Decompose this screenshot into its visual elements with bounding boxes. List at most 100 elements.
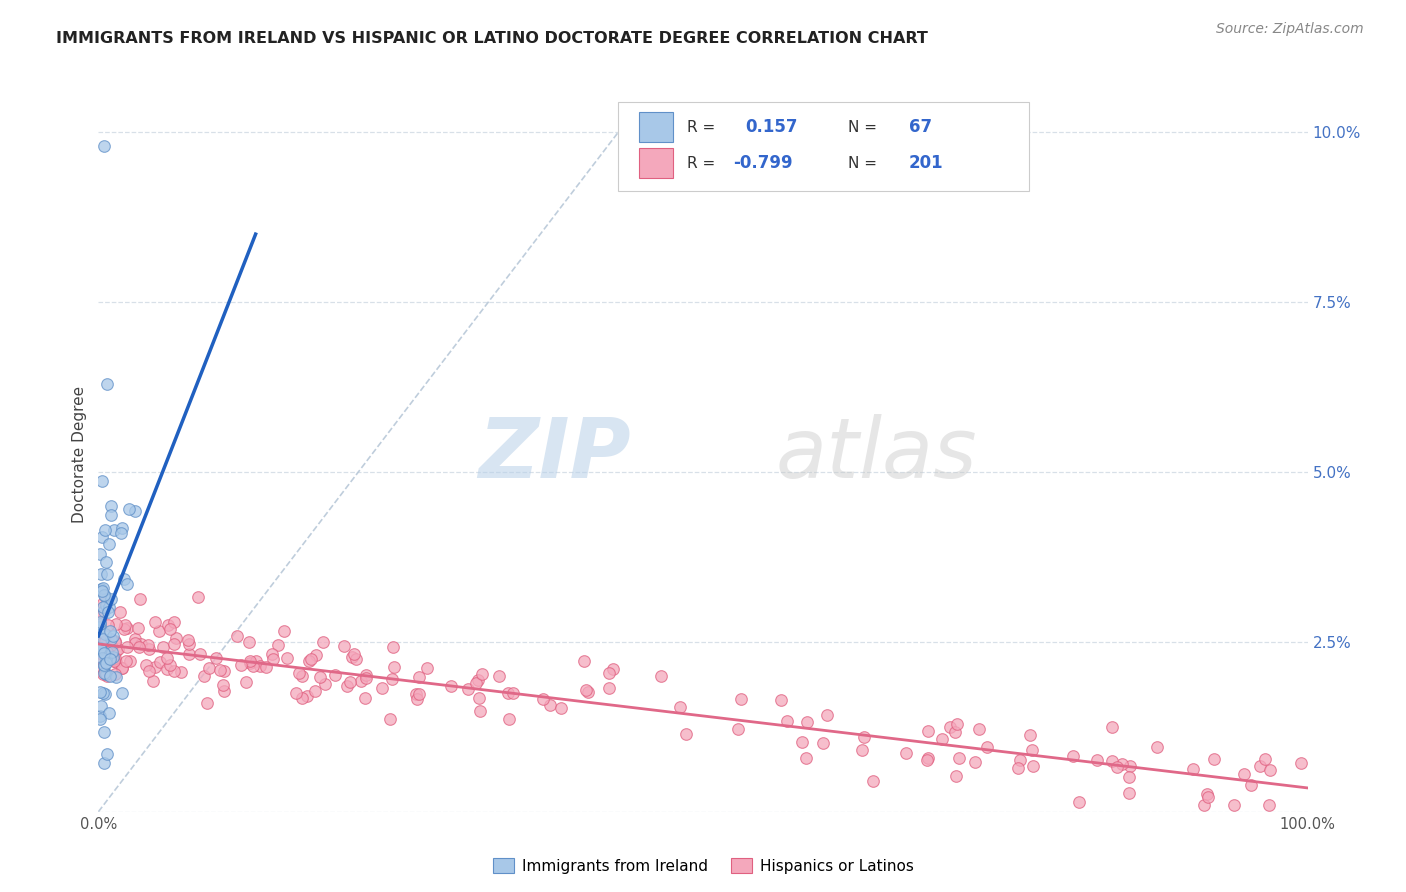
Point [108, 606, 131, 620]
Point [276, 651, 298, 665]
Point [572, 654, 595, 668]
Point [104, 653, 127, 667]
Text: Source: ZipAtlas.com: Source: ZipAtlas.com [1216, 22, 1364, 37]
Point [170, 665, 193, 679]
Point [148, 624, 170, 638]
Point [188, 647, 211, 661]
Point [143, 660, 166, 674]
Point [350, 674, 373, 689]
Point [212, 678, 235, 692]
Point [440, 679, 463, 693]
Point [104, 651, 127, 665]
Point [177, 632, 200, 647]
Point [163, 664, 186, 678]
Legend: Immigrants from Ireland, Hispanics or Latinos: Immigrants from Ireland, Hispanics or La… [486, 852, 920, 880]
Point [229, 658, 252, 673]
Point [1240, 778, 1263, 792]
Point [96, 645, 118, 659]
Point [1233, 766, 1256, 780]
Point [1118, 770, 1140, 784]
Point [93, 756, 115, 771]
Point [127, 621, 149, 635]
Point [1118, 786, 1140, 800]
Point [131, 637, 153, 651]
Point [416, 661, 439, 675]
Point [967, 722, 990, 736]
Point [105, 670, 128, 684]
Point [100, 638, 122, 652]
Point [114, 617, 136, 632]
Point [93, 658, 115, 673]
Point [165, 631, 187, 645]
Point [931, 731, 953, 746]
Point [262, 652, 284, 666]
Point [769, 693, 792, 707]
Point [406, 691, 429, 706]
Point [380, 712, 402, 726]
Point [1021, 742, 1043, 756]
Point [143, 615, 166, 629]
Point [298, 654, 321, 668]
Point [98, 652, 121, 666]
Text: 201: 201 [908, 154, 943, 172]
Point [1258, 797, 1281, 812]
Point [1119, 758, 1142, 772]
Point [538, 698, 561, 712]
Point [976, 739, 998, 754]
Point [111, 521, 134, 535]
Point [382, 660, 405, 674]
Point [93, 724, 115, 739]
Point [1195, 788, 1218, 802]
Point [149, 655, 172, 669]
Point [163, 637, 186, 651]
Point [101, 649, 124, 664]
Point [89, 640, 111, 655]
Point [89, 650, 111, 665]
Point [100, 499, 122, 513]
Point [124, 636, 146, 650]
Point [371, 681, 394, 695]
Point [291, 668, 314, 682]
Point [502, 686, 524, 700]
Point [299, 652, 322, 666]
Point [93, 665, 115, 680]
Point [1197, 789, 1219, 804]
Point [205, 651, 228, 665]
Point [862, 773, 884, 788]
Point [796, 714, 818, 729]
Point [90, 650, 112, 665]
Point [94, 555, 117, 569]
Point [1204, 751, 1226, 765]
Point [333, 639, 356, 653]
Point [91, 667, 114, 681]
Point [89, 620, 111, 634]
Point [208, 663, 231, 677]
Point [93, 523, 115, 537]
Point [91, 646, 114, 660]
Point [94, 656, 117, 670]
Point [124, 632, 146, 646]
Point [135, 658, 157, 673]
Point [94, 665, 117, 680]
Point [245, 654, 267, 668]
Point [894, 746, 917, 760]
Point [945, 717, 967, 731]
Point [238, 634, 260, 648]
Point [730, 692, 752, 706]
Point [90, 582, 112, 596]
FancyBboxPatch shape [619, 102, 1029, 191]
Point [105, 655, 128, 669]
Point [103, 652, 125, 666]
Point [94, 652, 117, 666]
Point [97, 600, 120, 615]
Point [354, 668, 377, 682]
Point [335, 679, 357, 693]
Point [285, 686, 308, 700]
Point [465, 675, 488, 690]
Point [115, 621, 138, 635]
Point [727, 722, 749, 736]
Point [111, 685, 134, 699]
Point [354, 671, 377, 685]
Point [305, 648, 328, 663]
Point [163, 615, 186, 629]
